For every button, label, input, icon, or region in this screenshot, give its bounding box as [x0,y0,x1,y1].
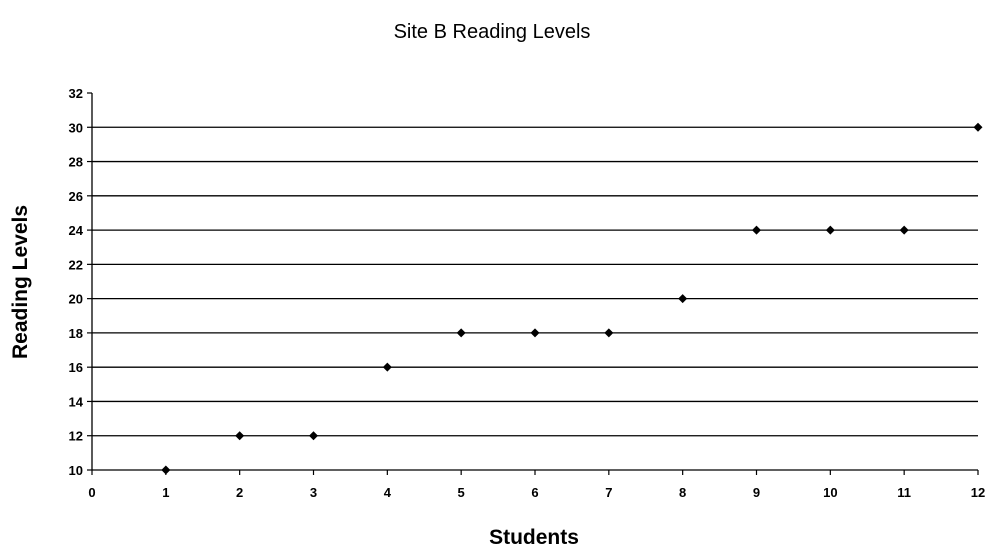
y-tick-label-20: 20 [69,292,83,307]
y-tick-label-26: 26 [69,189,83,204]
x-tick-label-7: 7 [605,485,612,500]
x-tick-label-4: 4 [384,485,392,500]
x-tick-label-1: 1 [162,485,169,500]
y-tick-label-16: 16 [69,360,83,375]
x-tick-labels: 0 1 2 3 4 5 6 7 8 9 10 11 12 [88,485,985,500]
x-tick-label-2: 2 [236,485,243,500]
data-point-4 [382,362,392,372]
gridlines [92,126,978,437]
y-tick-label-32: 32 [69,86,83,101]
x-axis-label: Students [489,526,579,549]
x-tick-label-6: 6 [531,485,538,500]
data-point-5 [456,328,466,338]
x-tick-label-8: 8 [679,485,686,500]
y-tick-label-14: 14 [69,394,84,409]
x-tick-label-11: 11 [897,485,911,500]
y-tick-label-28: 28 [69,155,83,170]
y-tick-label-10: 10 [69,463,83,478]
data-point-12 [973,122,983,132]
data-point-1 [161,465,171,475]
y-tick-label-30: 30 [69,120,83,135]
x-tick-label-12: 12 [971,485,985,500]
data-point-2 [235,431,245,441]
y-tick-label-12: 12 [69,429,83,444]
data-point-7 [604,328,614,338]
data-point-10 [825,225,835,235]
x-tick-label-10: 10 [823,485,837,500]
y-tick-label-24: 24 [69,223,84,238]
data-point-8 [678,294,688,304]
y-tick-labels: 10 12 14 16 18 20 22 24 26 28 30 32 [69,86,84,478]
x-tick-label-0: 0 [88,485,95,500]
data-point-11 [899,225,909,235]
x-tick-label-3: 3 [310,485,317,500]
chart-title: Site B Reading Levels [394,21,591,43]
axes [87,92,979,475]
data-point-3 [309,431,318,441]
data-points [161,122,983,475]
x-tick-label-9: 9 [753,485,760,500]
data-point-6 [530,328,540,338]
y-tick-label-22: 22 [69,257,83,272]
y-tick-label-18: 18 [69,326,83,341]
data-point-9 [752,225,761,235]
y-axis-label: Reading Levels [9,205,32,359]
x-tick-label-5: 5 [458,485,465,500]
